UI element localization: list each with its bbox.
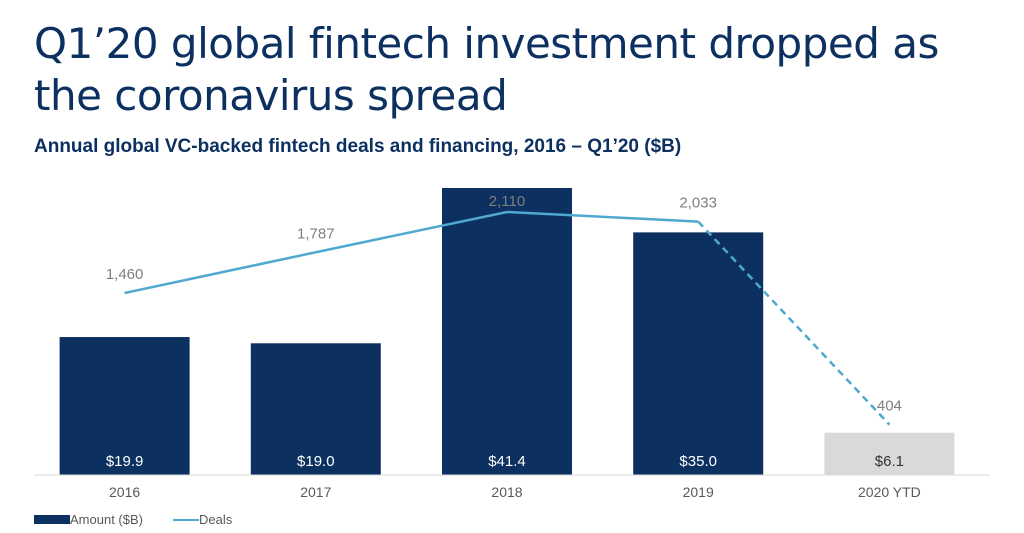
legend-swatch-deals: [172, 518, 199, 521]
x-tick-label: 2016: [109, 484, 140, 500]
bar-2020-ytd: [824, 432, 955, 475]
legend-label-amount: Amount ($B): [70, 512, 143, 527]
deals-value-label: 1,787: [297, 225, 335, 242]
legend-item-amount: Amount ($B): [34, 512, 143, 527]
legend-label-deals: Deals: [198, 512, 233, 527]
chart-subtitle: Annual global VC-backed fintech deals an…: [34, 136, 682, 157]
deals-line-layer: [124, 210, 891, 426]
x-tick-label: 2019: [683, 484, 714, 500]
deals-value-label: 2,033: [679, 195, 717, 212]
bar-value-label: $41.4: [488, 453, 526, 470]
legend-item-deals: Deals: [172, 512, 233, 527]
x-tick-label: 2018: [491, 484, 522, 500]
bar-2018: [442, 188, 572, 475]
bar-value-label: $6.1: [875, 453, 904, 470]
bar-2019: [633, 232, 764, 475]
bar-value-label: $19.9: [106, 453, 144, 470]
labels-layer: $19.9 2016 $19.0 2017 $41.4 2018 $35.0 2019 $6.1…: [106, 193, 921, 500]
bars-layer: [59, 188, 955, 475]
bar-2017: [250, 343, 381, 475]
page-title: Q1’20 global fintech investment dropped …: [34, 19, 939, 120]
deals-line-segment: [315, 210, 508, 254]
deals-line-segment: [506, 210, 699, 223]
legend: Amount ($B) Deals: [34, 512, 262, 527]
x-tick-label: 2017: [300, 484, 331, 500]
deals-value-label: 2,110: [489, 193, 525, 210]
x-tick-label: 2020 YTD: [858, 484, 921, 500]
legend-swatch-amount: [34, 515, 70, 524]
bar-2016: [59, 337, 190, 475]
bar-value-label: $35.0: [679, 453, 717, 470]
bar-value-label: $19.0: [297, 453, 335, 470]
deals-line-segment: [124, 251, 317, 295]
deals-value-label: 1,460: [106, 266, 144, 283]
deals-value-label: 404: [877, 398, 902, 415]
deals-line-segment-projected: [697, 220, 891, 426]
